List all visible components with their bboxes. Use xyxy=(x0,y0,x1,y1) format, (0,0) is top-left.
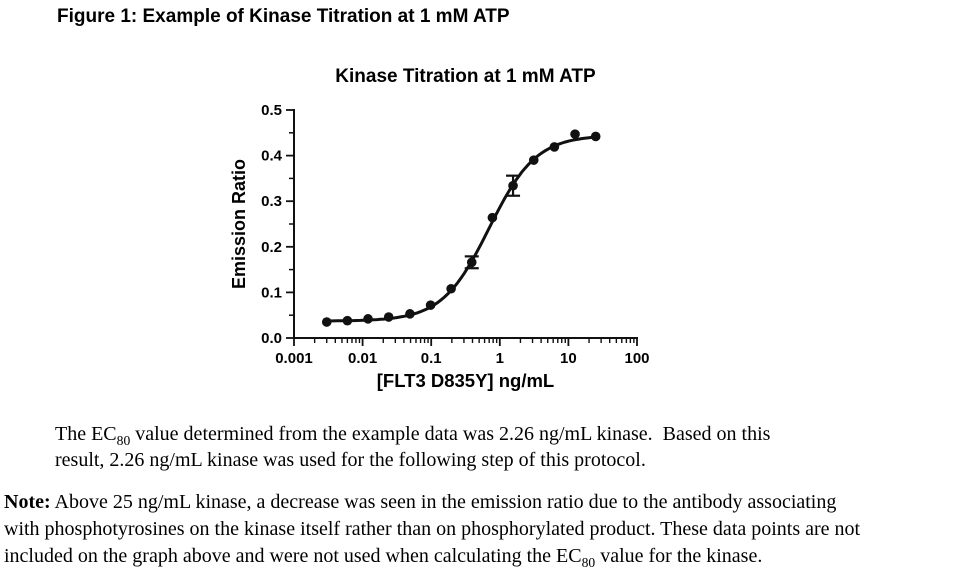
data-point xyxy=(425,300,436,310)
data-point xyxy=(590,131,601,142)
data-point xyxy=(321,317,332,327)
y-tick-label: 0.5 xyxy=(261,102,282,119)
note-line-2: with phosphotyrosines on the kinase itse… xyxy=(4,518,861,540)
note-text: value for the kinase. xyxy=(595,545,763,567)
caption-paragraph: The EC80 value determined from the examp… xyxy=(55,421,770,473)
data-points xyxy=(321,129,601,327)
x-tick-label: 0.01 xyxy=(348,350,377,367)
y-tick-label: 0.1 xyxy=(261,284,282,301)
caption-line-1: The EC80 value determined from the examp… xyxy=(55,421,770,447)
data-point xyxy=(528,155,539,165)
caption-line-2: result, 2.26 ng/mL kinase was used for t… xyxy=(55,449,646,471)
data-point xyxy=(508,180,518,191)
data-point xyxy=(405,309,415,319)
x-tick-label: 1 xyxy=(496,350,504,367)
y-axis-ticks: 0.0 0.1 0.2 0.3 0.4 0.5 xyxy=(261,102,294,347)
note-text: included on the graph above and were not… xyxy=(4,545,582,567)
data-point xyxy=(570,129,580,139)
y-tick-label: 0.3 xyxy=(261,193,282,210)
data-point xyxy=(446,283,456,294)
chart-title: Kinase Titration at 1 mM ATP xyxy=(335,66,596,87)
data-point xyxy=(466,257,477,268)
data-point xyxy=(549,142,560,152)
ec80-subscript: 80 xyxy=(581,555,596,570)
x-axis-label: [FLT3 D835Y] ng/mL xyxy=(377,370,554,391)
data-point xyxy=(363,314,373,324)
x-tick-label: 10 xyxy=(560,350,577,367)
x-tick-label: 0.1 xyxy=(421,350,442,367)
x-tick-label: 100 xyxy=(624,350,649,367)
figure-title: Figure 1: Example of Kinase Titration at… xyxy=(57,6,510,27)
note-text: Above 25 ng/mL kinase, a decrease was se… xyxy=(50,491,837,513)
y-tick-label: 0.0 xyxy=(261,330,282,347)
data-point xyxy=(342,315,353,326)
y-tick-label: 0.2 xyxy=(261,239,282,256)
note-label: Note: xyxy=(4,491,51,513)
y-axis-label: Emission Ratio xyxy=(229,159,249,289)
fit-curve xyxy=(326,135,596,323)
note-line-3: included on the graph above and were not… xyxy=(4,543,860,570)
caption-text: The EC xyxy=(55,423,117,445)
kinase-titration-chart: 0.0 0.1 0.2 0.3 0.4 0.5 0.001 0.01 0.1 1 10 100 Kina… xyxy=(228,56,680,394)
x-axis-ticks: 0.001 0.01 0.1 1 10 100 xyxy=(275,338,650,367)
data-point xyxy=(383,312,394,322)
y-tick-label: 0.4 xyxy=(261,148,283,165)
note-line-1: Note: Above 25 ng/mL kinase, a decrease … xyxy=(4,489,860,516)
axes xyxy=(293,109,638,339)
note-paragraph: Note: Above 25 ng/mL kinase, a decrease … xyxy=(4,489,860,570)
data-point xyxy=(487,212,498,223)
titration-plot: 0.0 0.1 0.2 0.3 0.4 0.5 0.001 0.01 0.1 1 10 100 Kina… xyxy=(229,66,650,391)
ec80-subscript: 80 xyxy=(116,433,131,448)
caption-text: value determined from the example data w… xyxy=(130,423,771,445)
x-tick-label: 0.001 xyxy=(275,350,313,367)
